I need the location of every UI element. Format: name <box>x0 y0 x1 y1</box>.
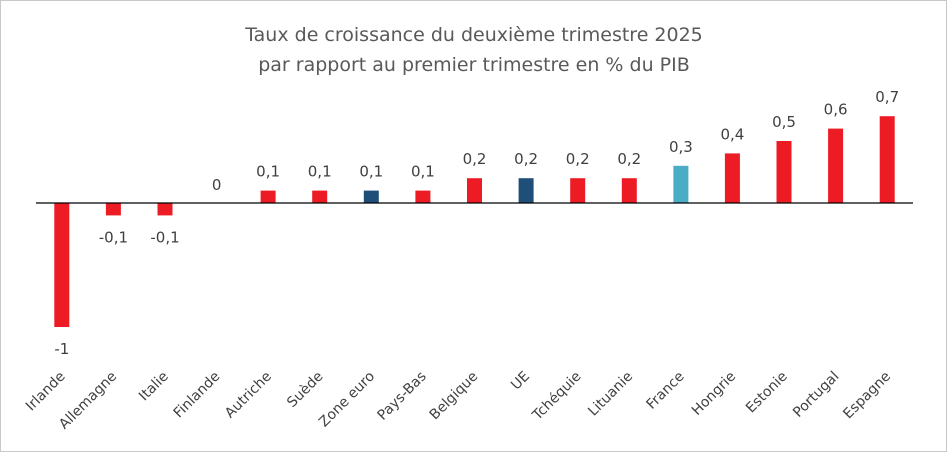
data-label-autriche: 0,1 <box>256 163 280 181</box>
tick-label-belgique: Belgique <box>427 369 482 424</box>
bar-pays-bas <box>415 190 431 203</box>
bar-autriche <box>260 190 276 203</box>
data-label-lituanie: 0,2 <box>617 150 641 168</box>
tick-label-estonie: Estonie <box>743 369 791 417</box>
bar-tchequie <box>570 178 586 203</box>
tick-label-italie: Italie <box>136 369 172 405</box>
tick-label-suede: Suède <box>284 369 326 411</box>
data-label-finlande: 0 <box>212 176 222 194</box>
tick-label-tchequie: Tchéquie <box>529 369 585 425</box>
tick-label-irlande: Irlande <box>23 369 69 415</box>
tick-label-portugal: Portugal <box>790 369 842 421</box>
data-label-belgique: 0,2 <box>463 150 487 168</box>
chart-title-line-1: Taux de croissance du deuxième trimestre… <box>244 24 703 46</box>
bar-belgique <box>467 178 482 203</box>
bar-hongrie <box>724 153 740 203</box>
tick-label-pays-bas: Pays-Bas <box>375 369 430 424</box>
data-label-portugal: 0,6 <box>824 101 848 119</box>
bar-italie <box>157 203 173 216</box>
tick-label-france: France <box>643 369 687 413</box>
bar-ue <box>518 178 534 203</box>
tick-label-zone-euro: Zone euro <box>316 369 378 431</box>
data-label-zone-euro: 0,1 <box>359 163 383 181</box>
data-label-irlande: -1 <box>54 340 69 358</box>
data-label-ue: 0,2 <box>514 150 538 168</box>
data-label-allemagne: -0,1 <box>99 228 128 246</box>
data-label-suede: 0,1 <box>308 163 332 181</box>
bar-espagne <box>879 116 895 203</box>
tick-label-espagne: Espagne <box>840 369 894 423</box>
bar-lituanie <box>621 178 637 203</box>
data-label-pays-bas: 0,1 <box>411 163 435 181</box>
bars-group <box>54 116 895 327</box>
tick-label-lituanie: Lituanie <box>585 369 636 420</box>
data-labels-group: -1 -0,1 -0,1 0 0,1 0,1 0,1 0,1 0,2 0,2 0,2 0,2 0,3 0,… <box>54 88 899 358</box>
bar-suede <box>312 190 328 203</box>
tick-label-finlande: Finlande <box>171 369 224 422</box>
data-label-france: 0,3 <box>669 138 693 156</box>
data-label-espagne: 0,7 <box>875 88 899 106</box>
bar-estonie <box>776 141 792 203</box>
tick-label-autriche: Autriche <box>222 369 275 422</box>
data-label-italie: -0,1 <box>150 228 179 246</box>
bar-portugal <box>828 128 844 203</box>
tick-label-ue: UE <box>508 369 533 394</box>
bar-irlande <box>54 203 70 327</box>
data-label-hongrie: 0,4 <box>720 125 744 143</box>
data-label-tchequie: 0,2 <box>566 150 590 168</box>
chart-title-line-2: par rapport au premier trimestre en % du… <box>258 54 690 76</box>
bar-allemagne <box>105 203 121 216</box>
data-label-estonie: 0,5 <box>772 113 796 131</box>
bar-zone-euro <box>363 190 379 203</box>
bar-france <box>673 165 689 203</box>
tick-label-hongrie: Hongrie <box>689 369 739 419</box>
